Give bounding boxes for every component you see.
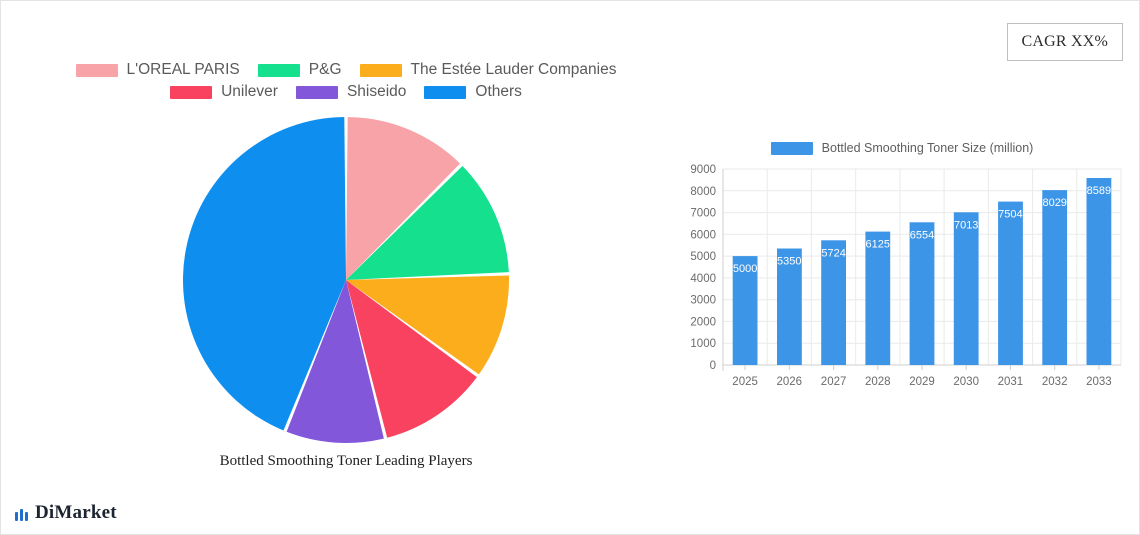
x-axis-tick-label: 2031 [998, 376, 1024, 388]
bar-value-label: 5350 [777, 256, 801, 268]
legend-label: Shiseido [346, 83, 407, 100]
bar-chart-panel: Bottled Smoothing Toner Size (million) 0… [677, 141, 1127, 416]
x-axis-tick-label: 2032 [1042, 376, 1068, 388]
bar-legend: Bottled Smoothing Toner Size (million) [677, 141, 1127, 155]
bar-value-label: 7504 [998, 209, 1022, 221]
y-axis-tick-label: 8000 [690, 186, 716, 198]
x-axis-tick-label: 2030 [953, 376, 979, 388]
legend-swatch [295, 85, 338, 99]
y-axis-tick-label: 5000 [690, 251, 716, 263]
y-axis-tick-label: 9000 [690, 164, 716, 176]
bars-icon [15, 509, 30, 521]
pie-chart [181, 115, 511, 445]
bar-legend-swatch [770, 141, 813, 155]
pie-legend-item[interactable]: The Estée Lauder Companies [359, 61, 617, 79]
cagr-badge: CAGR XX% [1006, 23, 1123, 61]
bar[interactable] [732, 256, 758, 365]
bar[interactable] [821, 240, 846, 365]
x-axis-tick-label: 2025 [732, 376, 758, 388]
bar[interactable] [1042, 190, 1068, 365]
x-axis-tick-label: 2033 [1086, 376, 1112, 388]
legend-label: Others [475, 83, 522, 100]
x-axis-tick-label: 2029 [909, 376, 935, 388]
bar-plot-area: 0 1000 2000 3000 4000 5000 6000 7000 8000 9000 500… [677, 161, 1127, 393]
pie-slice[interactable] [346, 165, 509, 280]
pie-chart-panel: L'OREAL PARIS P&G The Estée Lauder Compani… [1, 61, 691, 491]
bar[interactable] [1086, 178, 1112, 365]
bar-svg: 0 1000 2000 3000 4000 5000 6000 7000 8000 9000 500… [690, 164, 1122, 388]
x-axis-tick-label: 2026 [777, 376, 803, 388]
legend-swatch [75, 63, 118, 77]
y-axis-tick-label: 2000 [690, 316, 716, 328]
pie-slice[interactable] [182, 117, 346, 431]
logo-text: DiMarket [35, 502, 117, 523]
legend-swatch [170, 85, 213, 99]
bar-value-label: 6125 [866, 239, 890, 251]
y-axis-tick-label: 4000 [690, 273, 716, 285]
y-axis-tick-label: 3000 [690, 295, 716, 307]
y-axis-tick-label: 1000 [690, 338, 716, 350]
bar[interactable] [998, 201, 1023, 365]
pie-legend-item[interactable]: Shiseido [295, 83, 407, 101]
pie-slice[interactable] [286, 280, 384, 444]
bar[interactable] [777, 248, 802, 366]
pie-legend-item[interactable]: L'OREAL PARIS [75, 61, 240, 79]
bar[interactable] [909, 222, 935, 365]
bar-value-label: 5724 [821, 247, 845, 259]
bar[interactable] [953, 212, 979, 365]
legend-label: Unilever [221, 83, 278, 100]
pie-chart-title: Bottled Smoothing Toner Leading Players [219, 453, 473, 469]
x-axis-tick-label: 2028 [865, 376, 891, 388]
dimarket-logo: DiMarket [15, 502, 117, 524]
bar-value-label: 7013 [954, 219, 978, 231]
y-axis-tick-label: 7000 [690, 208, 716, 220]
legend-label: P&G [308, 61, 342, 78]
pie-svg [182, 117, 510, 444]
legend-swatch [257, 63, 300, 77]
pie-legend-item[interactable]: Others [424, 83, 522, 101]
legend-swatch [359, 63, 402, 77]
pie-legend: L'OREAL PARIS P&G The Estée Lauder Compani… [26, 61, 666, 101]
bar-value-label: 5000 [733, 263, 757, 275]
bar-legend-label: Bottled Smoothing Toner Size (million) [821, 141, 1034, 155]
y-axis-tick-label: 6000 [690, 229, 716, 241]
bar-value-label: 6554 [910, 229, 934, 241]
pie-legend-item[interactable]: Unilever [170, 83, 278, 101]
x-axis-tick-label: 2027 [821, 376, 847, 388]
legend-swatch [424, 85, 467, 99]
bar-value-label: 8029 [1042, 197, 1066, 209]
bar-value-label: 8589 [1087, 185, 1111, 197]
pie-legend-item[interactable]: P&G [257, 61, 342, 79]
pie-slice[interactable] [346, 280, 477, 438]
legend-label: The Estée Lauder Companies [410, 61, 617, 78]
pie-slice[interactable] [346, 275, 510, 375]
pie-slice[interactable] [346, 117, 461, 280]
legend-label: L'OREAL PARIS [126, 61, 240, 78]
y-axis-tick-label: 0 [710, 360, 716, 372]
bar[interactable] [865, 231, 891, 365]
